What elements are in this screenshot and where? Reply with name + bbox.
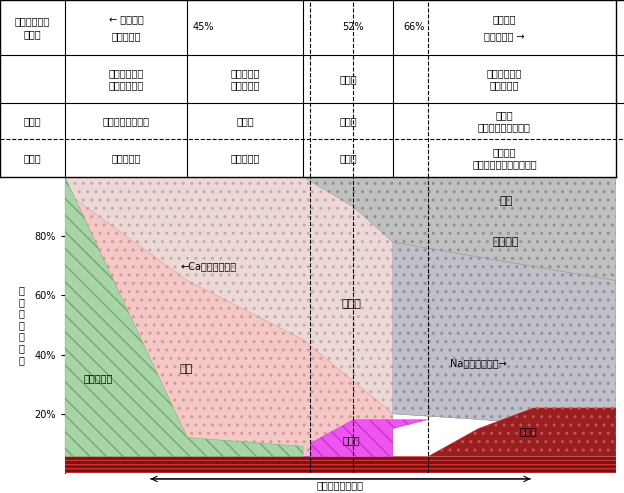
Polygon shape xyxy=(393,408,616,457)
Text: 45%: 45% xyxy=(192,23,214,33)
Text: 流紋岩
デイサイト　流紋岩: 流紋岩 デイサイト 流紋岩 xyxy=(478,110,531,132)
Text: マフィック
（苦鉄質）: マフィック （苦鉄質） xyxy=(230,68,260,90)
Text: その他の有色銃物: その他の有色銃物 xyxy=(317,481,364,491)
Text: 密度小さい →: 密度小さい → xyxy=(484,31,525,41)
Text: カリ長石: カリ長石 xyxy=(492,237,519,247)
Text: Naが多い斜長石→: Naが多い斜長石→ xyxy=(450,358,507,368)
Text: 密度大きい: 密度大きい xyxy=(112,31,141,41)
Text: ← 黒っぽい: ← 黒っぽい xyxy=(109,14,144,24)
Text: 閑緑岩: 閑緑岩 xyxy=(339,153,357,163)
Text: フェルシック
（珪長質）: フェルシック （珪長質） xyxy=(487,68,522,90)
Polygon shape xyxy=(303,420,427,457)
Text: 安山岩: 安山岩 xyxy=(339,116,357,126)
Text: かんらん石: かんらん石 xyxy=(84,373,113,383)
Text: 玄武岩: 玄武岩 xyxy=(236,116,254,126)
Text: （コマチアイト）: （コマチアイト） xyxy=(103,116,150,126)
Text: 二酸化ケイ素
含有量: 二酸化ケイ素 含有量 xyxy=(15,16,50,39)
Text: 斜長石: 斜長石 xyxy=(341,299,361,309)
Polygon shape xyxy=(65,177,303,457)
Text: 角閃石: 角閃石 xyxy=(343,435,360,446)
Text: 黒雲母: 黒雲母 xyxy=(519,426,537,437)
Polygon shape xyxy=(65,177,616,428)
Text: 52%: 52% xyxy=(343,23,364,33)
Text: 中間質: 中間質 xyxy=(339,74,357,84)
Text: 66%: 66% xyxy=(403,23,424,33)
Text: 超マフィック
（超苦鉄質）: 超マフィック （超苦鉄質） xyxy=(109,68,144,90)
Text: ←Caが多い斜長石: ←Caが多い斜長石 xyxy=(180,261,236,271)
Text: 深成岩: 深成岩 xyxy=(24,153,41,163)
Polygon shape xyxy=(393,242,616,428)
Text: はんれい岩: はんれい岩 xyxy=(230,153,260,163)
Text: 白っぽい: 白っぽい xyxy=(493,14,516,24)
Text: かんらん岩: かんらん岩 xyxy=(112,153,141,163)
Text: 輝石: 輝石 xyxy=(180,364,193,374)
Text: 有
色
銃
物
の
割
合: 有 色 銃 物 の 割 合 xyxy=(18,285,24,365)
Text: 石英: 石英 xyxy=(499,196,512,206)
Polygon shape xyxy=(65,192,393,457)
Polygon shape xyxy=(65,457,616,473)
Polygon shape xyxy=(303,177,616,281)
Text: 火山岩: 火山岩 xyxy=(24,116,41,126)
Text: 花こう岩
花こう閑緑岩　花こう岩: 花こう岩 花こう閑緑岩 花こう岩 xyxy=(472,147,537,169)
